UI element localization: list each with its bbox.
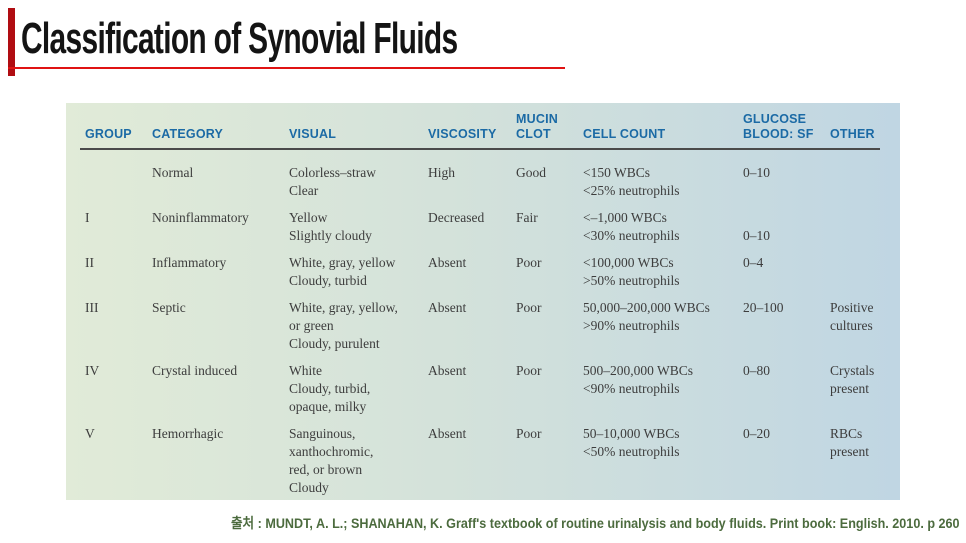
cell-group [85,164,152,200]
header-category: CATEGORY [152,127,224,141]
cell-viscosity: Absent [428,254,467,270]
cell-visual: Yellow Slightly cloudy [289,209,372,243]
source-citation: 출처 : MUNDT, A. L.; SHANAHAN, K. Graff's … [231,515,960,531]
cell-other [830,209,893,245]
cell-category: Crystal induced [152,362,238,378]
table-row-noninflammatory: I Noninflammatory Yellow Slightly cloudy… [85,209,893,245]
cell-mucin-clot: Good [516,164,546,180]
cell-viscosity: Absent [428,425,467,441]
header-glucose-blood-sf: GLUCOSE BLOOD: SF [743,112,814,141]
cell-cell-count: 50–10,000 WBCs <50% neutrophils [583,425,680,459]
page-title: Classification of Synovial Fluids [21,14,458,63]
table-row-hemorrhagic: V Hemorrhagic Sanguinous, xanthochromic,… [85,425,893,497]
cell-group: III [85,299,99,315]
cell-glucose-blood-sf: 0–10 [743,164,770,180]
header-other: OTHER [830,127,875,141]
cell-group: II [85,254,94,270]
cell-visual: White, gray, yellow Cloudy, turbid [289,254,396,288]
table-row-septic: III Septic White, gray, yellow, or green… [85,299,893,353]
cell-glucose-blood-sf: 20–100 [743,299,784,315]
cell-cell-count: 50,000–200,000 WBCs >90% neutrophils [583,299,710,333]
cell-viscosity: Decreased [428,209,485,225]
cell-other: Crystals present [830,362,875,396]
header-cell-count: CELL COUNT [583,127,666,141]
cell-group: IV [85,362,100,378]
cell-mucin-clot: Poor [516,425,542,441]
header-group: GROUP [85,127,132,141]
cell-mucin-clot: Poor [516,299,542,315]
cell-category: Hemorrhagic [152,425,224,441]
header-visual: VISUAL [289,127,337,141]
cell-group: V [85,425,95,441]
cell-cell-count: <100,000 WBCs >50% neutrophils [583,254,680,288]
table-row-crystal-induced: IV Crystal induced White Cloudy, turbid,… [85,362,893,416]
table-row-inflammatory: II Inflammatory White, gray, yellow Clou… [85,254,893,290]
cell-category: Septic [152,299,186,315]
cell-mucin-clot: Poor [516,362,542,378]
cell-cell-count: <150 WBCs <25% neutrophils [583,164,680,198]
cell-visual: White Cloudy, turbid, opaque, milky [289,362,371,414]
cell-other [830,254,893,290]
cell-glucose-blood-sf: 0–80 [743,362,770,378]
cell-category: Noninflammatory [152,209,249,225]
header-rule [80,148,880,150]
cell-cell-count: <–1,000 WBCs <30% neutrophils [583,209,680,243]
cell-visual: White, gray, yellow, or green Cloudy, pu… [289,299,398,351]
title-underline [8,67,565,69]
cell-category: Normal [152,164,194,180]
cell-other: RBCs present [830,425,869,459]
synovial-fluids-table: GROUP CATEGORY VISUAL VISCOSITY MUCIN CL… [66,103,900,500]
cell-mucin-clot: Poor [516,254,542,270]
cell-glucose-blood-sf: 0–10 [743,227,770,243]
cell-other [830,164,893,200]
cell-glucose-blood-sf: 0–20 [743,425,770,441]
cell-visual: Sanguinous, xanthochromic, red, or brown… [289,425,374,495]
cell-glucose-blood-sf: 0–4 [743,254,764,270]
cell-category: Inflammatory [152,254,227,270]
cell-cell-count: 500–200,000 WBCs <90% neutrophils [583,362,694,396]
cell-other: Positive cultures [830,299,874,333]
cell-mucin-clot: Fair [516,209,538,225]
table-row-normal: Normal Colorless–straw Clear High Good <… [85,164,893,200]
table-header-row: GROUP CATEGORY VISUAL VISCOSITY MUCIN CL… [85,103,893,148]
cell-visual: Colorless–straw Clear [289,164,376,198]
header-mucin-clot: MUCIN CLOT [516,112,558,141]
table-body: Normal Colorless–straw Clear High Good <… [85,164,893,497]
title-accent-bar [8,8,15,76]
cell-group: I [85,209,90,225]
cell-viscosity: High [428,164,455,180]
header-viscosity: VISCOSITY [428,127,497,141]
cell-viscosity: Absent [428,299,467,315]
cell-viscosity: Absent [428,362,467,378]
